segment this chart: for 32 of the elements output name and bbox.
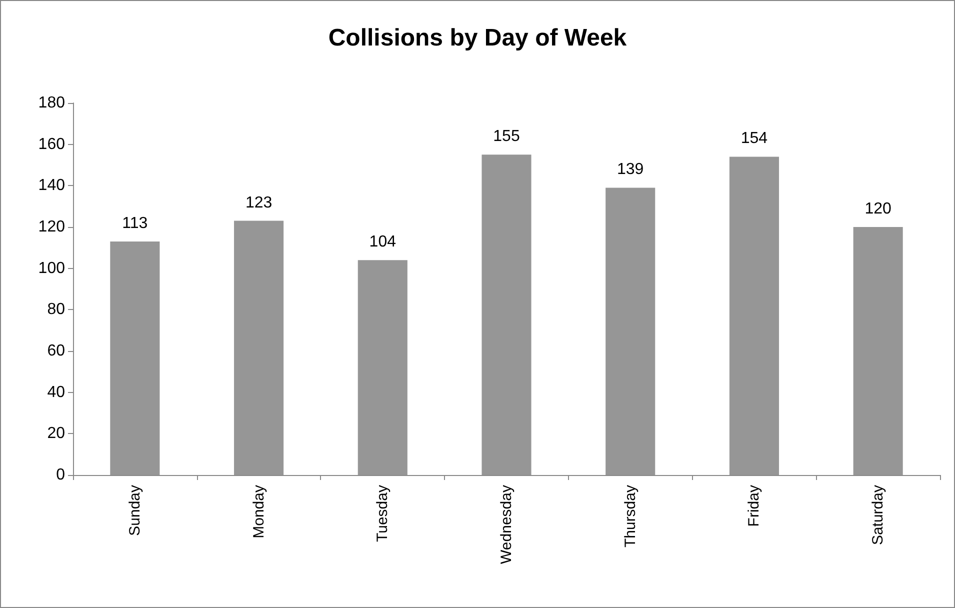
x-tick-label: Friday [746,484,763,527]
x-tick-label: Monday [250,484,268,538]
y-tick-label: 0 [56,466,66,484]
data-label: 123 [245,194,272,212]
y-tick-label: 180 [38,94,66,112]
bar [110,241,160,475]
x-tick-label: Thursday [622,484,639,548]
data-label: 155 [493,128,520,146]
y-tick-label: 20 [47,425,66,442]
bar [853,227,903,475]
y-tick-label: 80 [47,301,66,318]
y-tick-label: 60 [47,342,66,360]
bar [234,220,284,475]
x-tick-label: Saturday [870,484,887,546]
data-label: 113 [122,214,148,232]
y-tick-label: 100 [38,260,66,277]
y-tick-label: 160 [38,136,66,153]
data-label: 104 [369,234,396,251]
data-label: 154 [740,130,768,148]
x-tick-label: Tuesday [374,484,392,542]
y-tick-label: 140 [38,177,66,194]
y-tick-label: 40 [47,384,66,401]
bar [606,188,656,475]
y-tick-label: 120 [38,218,66,236]
chart-title: Collisions by Day of Week [328,24,628,52]
bar [482,154,532,475]
bar [358,260,408,475]
bar [729,156,779,475]
data-label: 139 [617,161,644,178]
x-tick-label: Sunday [126,484,144,536]
data-label: 120 [864,200,892,218]
x-tick-label: Wednesday [498,484,515,564]
